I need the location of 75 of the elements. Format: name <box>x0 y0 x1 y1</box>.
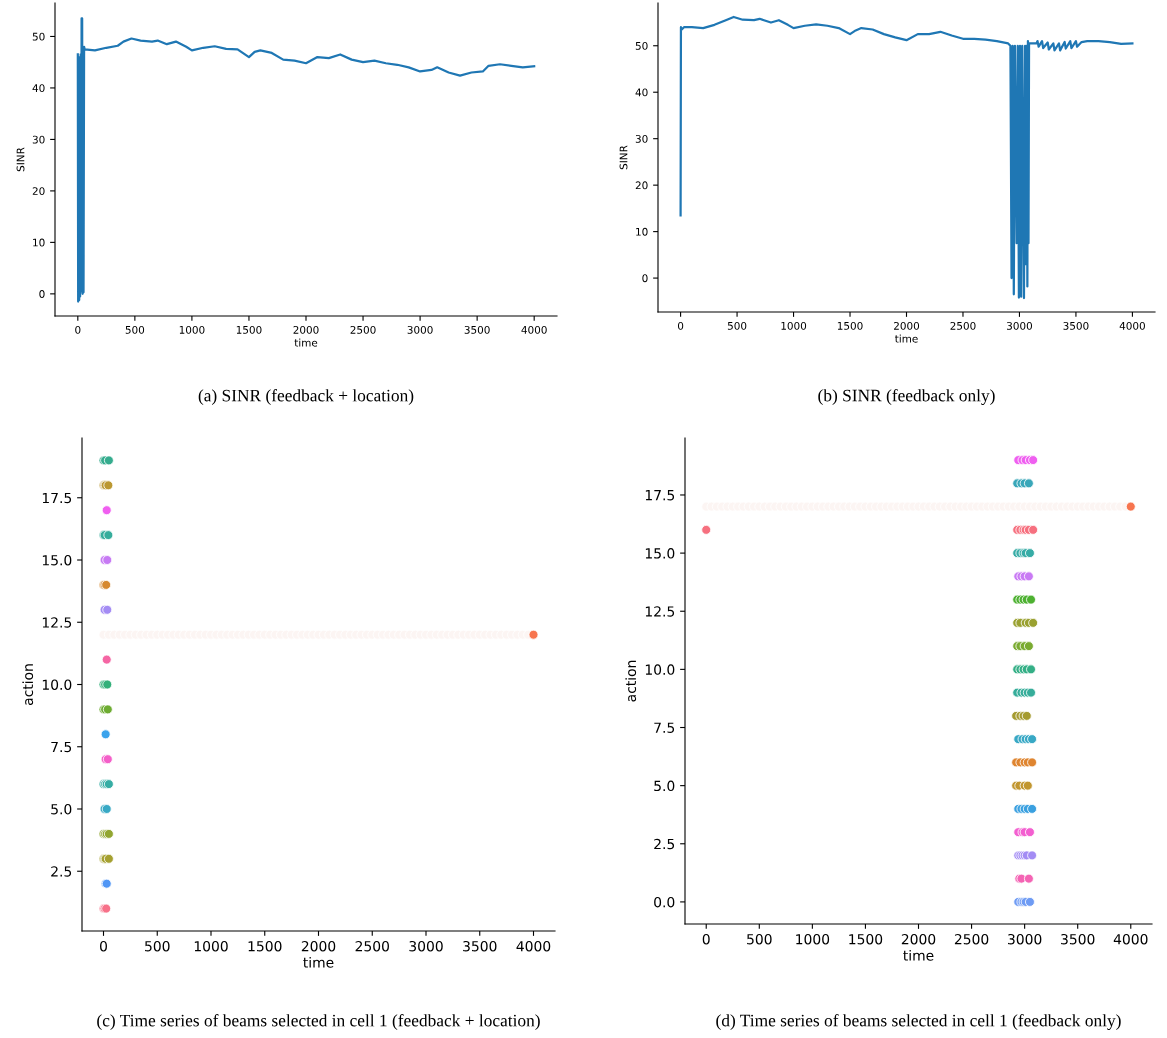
y-tick-label: 30 <box>635 134 648 143</box>
x-tick-label: 3000 <box>1006 321 1033 330</box>
y-tick-label: 12.5 <box>645 606 675 617</box>
y-tick-label: 30 <box>32 135 45 144</box>
y-tick-label: 20 <box>32 187 45 196</box>
text: (a) SINR (feedback + location) <box>198 389 414 405</box>
x-axis-title: time <box>303 956 334 968</box>
y-axis-title: action <box>625 660 637 702</box>
y-tick-label: 7.5 <box>654 722 675 733</box>
x-tick-label: 2500 <box>355 940 389 952</box>
x-tick-label: 1500 <box>849 933 883 945</box>
x-tick-label: 2500 <box>350 325 376 334</box>
x-tick-label: 4000 <box>516 940 551 952</box>
y-tick-label: 15.0 <box>645 548 675 559</box>
x-tick-label: 2000 <box>301 940 336 952</box>
y-axis-title: SINR <box>16 147 25 172</box>
y-tick-label: 12.5 <box>42 617 72 628</box>
y-axis-title: SINR <box>619 145 628 170</box>
y-tick-label: 40 <box>32 84 45 93</box>
y-tick-label: 10.0 <box>42 679 72 690</box>
x-tick-label: 2000 <box>293 325 319 334</box>
y-tick-label: 17.5 <box>645 490 675 501</box>
x-tick-label: 0 <box>677 321 684 330</box>
y-tick-label: 40 <box>635 88 648 97</box>
x-tick-label: 2500 <box>950 321 976 330</box>
y-tick-label: 17.5 <box>42 492 72 504</box>
y-tick-label: 0.0 <box>654 896 675 908</box>
x-tick-label: 500 <box>125 325 145 334</box>
y-tick-label: 15.0 <box>42 554 72 566</box>
x-tick-label: 500 <box>727 321 747 330</box>
x-tick-label: 1000 <box>781 321 807 330</box>
y-tick-label: 7.5 <box>51 741 72 753</box>
x-tick-label: 1500 <box>236 325 262 334</box>
x-tick-label: 0 <box>75 325 81 334</box>
y-tick-label: 10 <box>636 227 648 236</box>
x-tick-label: 0 <box>702 933 710 945</box>
x-tick-label: 4000 <box>1113 933 1148 945</box>
x-tick-label: 3000 <box>407 325 433 334</box>
y-tick-label: 10.0 <box>645 664 675 675</box>
x-tick-label: 3000 <box>1008 933 1042 945</box>
y-tick-label: 50 <box>32 32 45 41</box>
x-tick-label: 1000 <box>796 933 830 945</box>
x-tick-label: 2500 <box>954 933 989 945</box>
x-tick-label: 0 <box>100 940 107 952</box>
x-tick-label: 3500 <box>463 940 497 952</box>
x-tick-label: 500 <box>747 933 772 945</box>
y-tick-label: 0 <box>642 274 648 283</box>
x-tick-label: 4000 <box>1119 321 1145 330</box>
y-tick-label: 2.5 <box>654 838 675 850</box>
x-tick-label: 1500 <box>837 321 863 330</box>
x-tick-label: 1000 <box>179 325 205 334</box>
x-tick-label: 4000 <box>521 325 547 334</box>
y-tick-label: 2.5 <box>51 866 72 877</box>
text: (b) SINR (feedback only) <box>818 389 995 405</box>
x-axis-title: time <box>895 334 918 343</box>
y-tick-label: 5.0 <box>654 780 675 792</box>
y-axis-title: action <box>22 664 34 706</box>
x-tick-label: 2000 <box>901 933 936 945</box>
y-tick-label: 5.0 <box>51 803 72 815</box>
x-axis-title: time <box>903 949 934 961</box>
x-tick-label: 500 <box>145 940 170 952</box>
text: (c) Time series of beams selected in cell 1 (feedback + location) <box>97 1014 540 1030</box>
x-tick-label: 2000 <box>894 321 920 330</box>
x-axis-title: time <box>294 338 318 347</box>
x-tick-label: 3500 <box>464 325 490 334</box>
y-tick-label: 20 <box>635 181 648 190</box>
x-tick-label: 1500 <box>248 940 282 952</box>
y-tick-label: 10 <box>33 238 45 247</box>
x-tick-label: 3500 <box>1063 321 1089 330</box>
x-tick-label: 1000 <box>194 940 228 952</box>
y-tick-label: 0 <box>39 290 45 298</box>
text: (d) Time series of beams selected in cell 1 (feedback only) <box>716 1014 1121 1030</box>
x-tick-label: 3000 <box>409 940 443 952</box>
y-tick-label: 50 <box>635 41 648 50</box>
x-tick-label: 3500 <box>1061 933 1095 945</box>
